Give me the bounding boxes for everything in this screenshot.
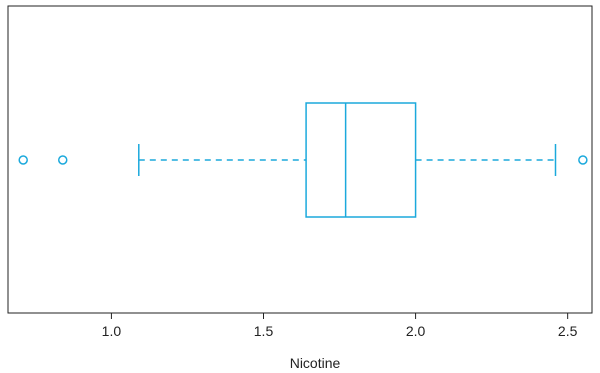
plot-marks (18, 102, 588, 218)
plot-frame (7, 5, 593, 314)
outlier-point (578, 155, 588, 165)
x-tick-label: 1.0 (102, 323, 122, 339)
x-tick-label: 2.5 (558, 323, 578, 339)
outlier-point (58, 155, 68, 165)
x-axis-ticks: 1.0 1.5 2.0 2.5 (102, 313, 578, 339)
x-tick-label: 1.5 (254, 323, 274, 339)
outlier-point (18, 155, 28, 165)
interquartile-box (305, 102, 417, 218)
x-tick-label: 2.0 (406, 323, 426, 339)
x-axis-label: Nicotine (290, 355, 341, 371)
